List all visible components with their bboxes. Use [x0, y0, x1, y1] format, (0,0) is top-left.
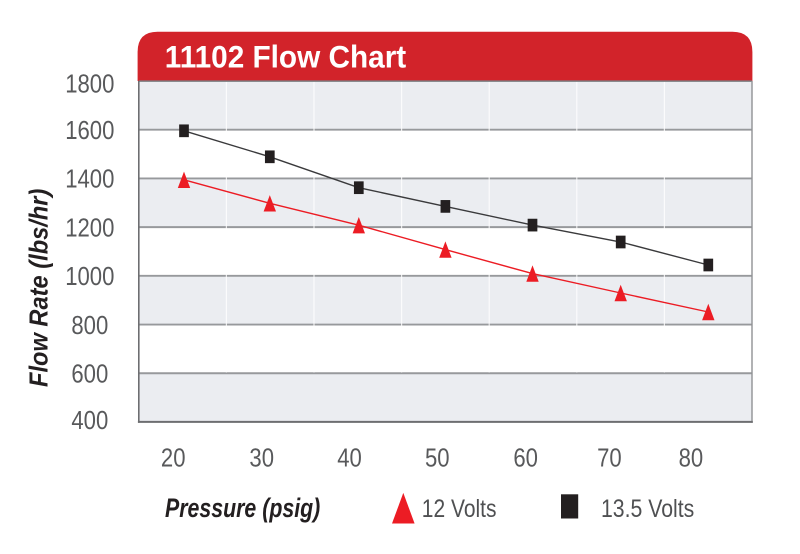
svg-text:Flow Rate (lbs/hr): Flow Rate (lbs/hr): [25, 189, 53, 387]
svg-text:70: 70: [597, 444, 622, 473]
svg-text:1200: 1200: [65, 214, 114, 243]
svg-text:800: 800: [71, 311, 108, 340]
svg-text:12 Volts: 12 Volts: [422, 494, 497, 522]
svg-text:1000: 1000: [65, 262, 114, 291]
svg-text:13.5 Volts: 13.5 Volts: [601, 494, 694, 522]
svg-text:Pressure (psig): Pressure (psig): [165, 494, 320, 524]
svg-text:40: 40: [337, 444, 362, 473]
svg-text:400: 400: [71, 407, 108, 436]
svg-text:11102 Flow Chart: 11102 Flow Chart: [165, 40, 406, 75]
svg-text:1400: 1400: [65, 165, 114, 194]
svg-text:60: 60: [513, 444, 538, 473]
svg-text:20: 20: [161, 444, 186, 473]
svg-text:80: 80: [679, 444, 704, 473]
svg-text:600: 600: [71, 360, 108, 389]
svg-text:1600: 1600: [65, 116, 114, 145]
svg-text:30: 30: [249, 444, 274, 473]
svg-text:50: 50: [425, 444, 450, 473]
svg-text:1800: 1800: [65, 70, 114, 99]
